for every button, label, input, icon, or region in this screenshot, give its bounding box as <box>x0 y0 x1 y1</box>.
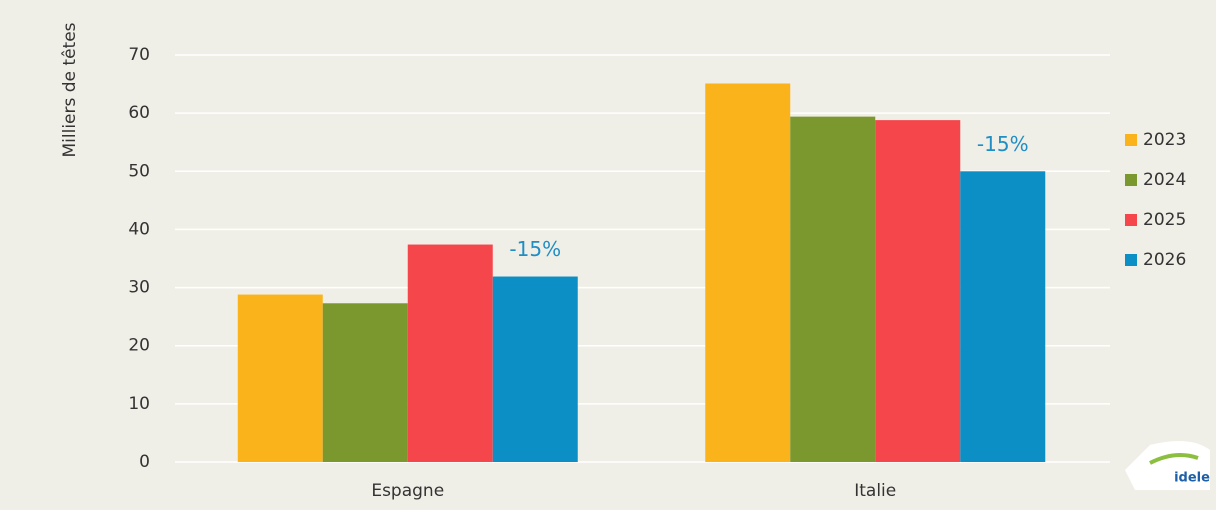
y-tick-label: 20 <box>128 336 150 356</box>
y-tick-label: 0 <box>139 452 150 472</box>
logo-badge <box>1125 441 1210 490</box>
legend-swatch <box>1125 174 1137 186</box>
logo-swoosh <box>1149 452 1199 465</box>
bar <box>960 171 1046 463</box>
annotation: -15% <box>977 132 1029 156</box>
legend-label: 2026 <box>1143 250 1186 270</box>
y-tick-label: 50 <box>128 161 150 181</box>
logo-text: idele <box>1174 471 1210 486</box>
y-tick-label: 60 <box>128 103 150 123</box>
y-tick-label: 30 <box>128 278 150 298</box>
legend-swatch <box>1125 134 1137 146</box>
bar <box>875 120 961 463</box>
bar <box>492 276 578 462</box>
legend-label: 2025 <box>1143 210 1186 230</box>
y-tick-label: 40 <box>128 219 150 239</box>
bar <box>237 294 323 462</box>
bar <box>322 303 408 462</box>
logo: idele <box>1125 441 1210 490</box>
legend-swatch <box>1125 254 1137 266</box>
bar <box>407 244 493 462</box>
y-tick-label: 10 <box>128 394 150 414</box>
bar <box>790 116 876 462</box>
legend-swatch <box>1125 214 1137 226</box>
y-axis-label: Milliers de têtes <box>60 22 80 157</box>
legend-label: 2023 <box>1143 130 1186 150</box>
legend-label: 2024 <box>1143 170 1186 190</box>
bar <box>705 83 791 463</box>
x-tick-label: Italie <box>854 481 896 501</box>
annotation: -15% <box>509 237 561 261</box>
x-tick-label: Espagne <box>371 481 444 501</box>
y-tick-label: 70 <box>128 45 150 65</box>
